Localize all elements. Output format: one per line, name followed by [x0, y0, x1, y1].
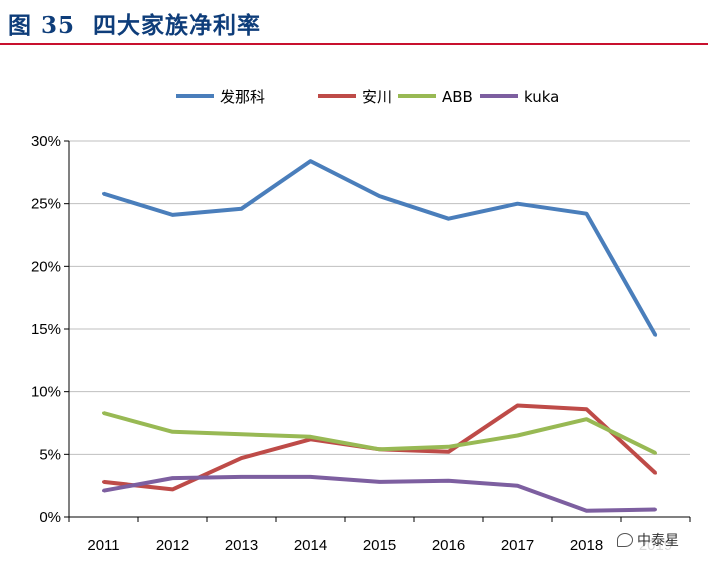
data-point	[585, 509, 588, 513]
y-tick-label: 0%	[39, 509, 61, 526]
data-point	[171, 487, 174, 491]
watermark: 中泰星	[614, 530, 682, 550]
series-line-发那科	[102, 159, 658, 337]
data-point	[654, 471, 657, 475]
x-tick-label: 2016	[432, 537, 465, 554]
data-point	[240, 207, 243, 211]
figure-label: 图 35	[8, 12, 76, 39]
x-tick-label: 2018	[570, 537, 603, 554]
series-line-ABB	[102, 411, 657, 455]
data-point	[516, 484, 519, 488]
grid-layer	[69, 140, 690, 455]
data-point	[447, 445, 450, 449]
data-point	[378, 447, 381, 451]
x-tick-label: 2015	[363, 537, 396, 554]
legend-label: kuka	[524, 88, 559, 106]
legend-label: 安川	[362, 88, 392, 106]
y-tick-label: 30%	[31, 133, 61, 150]
data-point	[102, 411, 105, 415]
legend-label: 发那科	[220, 88, 265, 106]
x-tick-label: 2012	[156, 537, 189, 554]
data-point	[516, 403, 519, 407]
y-tick-label: 5%	[39, 446, 61, 463]
data-point	[654, 451, 657, 455]
data-point	[654, 333, 657, 337]
data-point	[240, 456, 243, 460]
data-point	[585, 212, 588, 216]
series-layer	[102, 159, 658, 513]
y-tick-label: 10%	[31, 384, 61, 401]
data-point	[309, 475, 312, 479]
data-point	[309, 159, 312, 163]
figure-title-text: 四大家族净利率	[93, 12, 262, 39]
data-point	[309, 435, 312, 439]
data-point	[585, 417, 588, 421]
data-point	[102, 480, 105, 484]
data-point	[447, 479, 450, 483]
data-point	[378, 480, 381, 484]
chat-bubble-icon	[617, 533, 633, 547]
data-point	[378, 194, 381, 198]
y-tick-label: 25%	[31, 196, 61, 213]
data-point	[240, 432, 243, 436]
data-point	[171, 476, 174, 480]
figure-title: 图 35 四大家族净利率	[8, 6, 261, 40]
figure-header: 图 35 四大家族净利率	[0, 0, 708, 45]
data-point	[447, 217, 450, 221]
data-point	[102, 192, 105, 196]
data-point	[102, 489, 105, 493]
x-tick-label: 2013	[225, 537, 258, 554]
data-point	[654, 507, 657, 511]
watermark-text: 中泰星	[637, 533, 679, 549]
x-tick-label: 2014	[294, 537, 327, 554]
header-rule	[0, 43, 708, 45]
data-point	[171, 430, 174, 434]
x-tick-label: 2017	[501, 537, 534, 554]
axis-layer: 0% 5% 10% 15% 20% 25% 30% 2011 2012 2013 2014 2015 2…	[31, 133, 691, 554]
data-point	[171, 213, 174, 217]
y-tick-label: 15%	[31, 321, 61, 338]
data-point	[240, 475, 243, 479]
data-point	[447, 450, 450, 454]
data-point	[585, 407, 588, 411]
data-point	[516, 434, 519, 438]
x-tick-label: 2011	[87, 537, 119, 554]
data-point	[516, 202, 519, 206]
legend: 发那科 安川 ABB kuka	[176, 88, 559, 106]
y-tick-label: 20%	[31, 258, 61, 275]
legend-label: ABB	[442, 88, 473, 106]
